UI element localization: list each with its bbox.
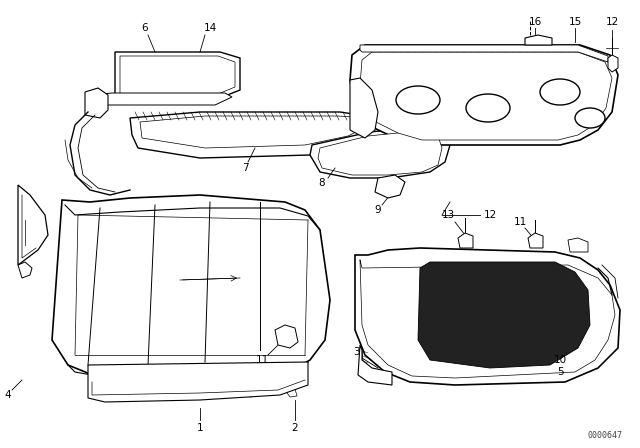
Polygon shape [350, 45, 618, 145]
Polygon shape [18, 262, 32, 278]
Text: 3: 3 [353, 347, 359, 357]
Text: 5: 5 [557, 367, 563, 377]
Text: 12: 12 [605, 17, 619, 27]
Polygon shape [608, 55, 618, 72]
Polygon shape [120, 56, 235, 94]
Ellipse shape [396, 86, 440, 114]
Polygon shape [375, 175, 405, 198]
Polygon shape [330, 155, 350, 175]
Ellipse shape [575, 108, 605, 128]
Text: 16: 16 [529, 17, 541, 27]
Text: 11: 11 [255, 355, 269, 365]
Polygon shape [358, 345, 392, 385]
Polygon shape [528, 233, 543, 248]
Text: 8: 8 [319, 178, 325, 188]
Polygon shape [418, 262, 590, 368]
Text: 13: 13 [442, 210, 454, 220]
Polygon shape [18, 185, 48, 265]
Polygon shape [285, 389, 297, 397]
Ellipse shape [540, 79, 580, 105]
Text: 10: 10 [554, 355, 566, 365]
Polygon shape [145, 389, 157, 397]
Text: 9: 9 [374, 205, 381, 215]
Text: 2: 2 [292, 423, 298, 433]
Text: 6: 6 [141, 23, 148, 33]
Polygon shape [195, 389, 207, 397]
Polygon shape [245, 389, 257, 397]
Polygon shape [355, 248, 620, 385]
Polygon shape [275, 325, 298, 348]
Polygon shape [52, 195, 330, 398]
Polygon shape [458, 233, 473, 248]
Text: 11: 11 [513, 217, 527, 227]
Text: 15: 15 [568, 17, 582, 27]
Text: 0000647: 0000647 [588, 431, 623, 439]
Text: 7: 7 [242, 163, 248, 173]
Polygon shape [95, 93, 232, 105]
Text: 12: 12 [483, 210, 497, 220]
Polygon shape [350, 78, 378, 138]
Polygon shape [360, 52, 612, 140]
Polygon shape [100, 389, 112, 397]
Polygon shape [318, 132, 442, 175]
Polygon shape [88, 362, 308, 402]
Polygon shape [85, 88, 108, 118]
Polygon shape [360, 45, 608, 62]
Polygon shape [310, 128, 450, 178]
Text: 4: 4 [4, 390, 12, 400]
Polygon shape [140, 116, 372, 148]
Ellipse shape [466, 94, 510, 122]
Text: 14: 14 [204, 23, 216, 33]
Polygon shape [130, 112, 385, 158]
Polygon shape [568, 238, 588, 252]
Polygon shape [115, 52, 240, 98]
Text: 1: 1 [196, 423, 204, 433]
Polygon shape [525, 35, 552, 45]
